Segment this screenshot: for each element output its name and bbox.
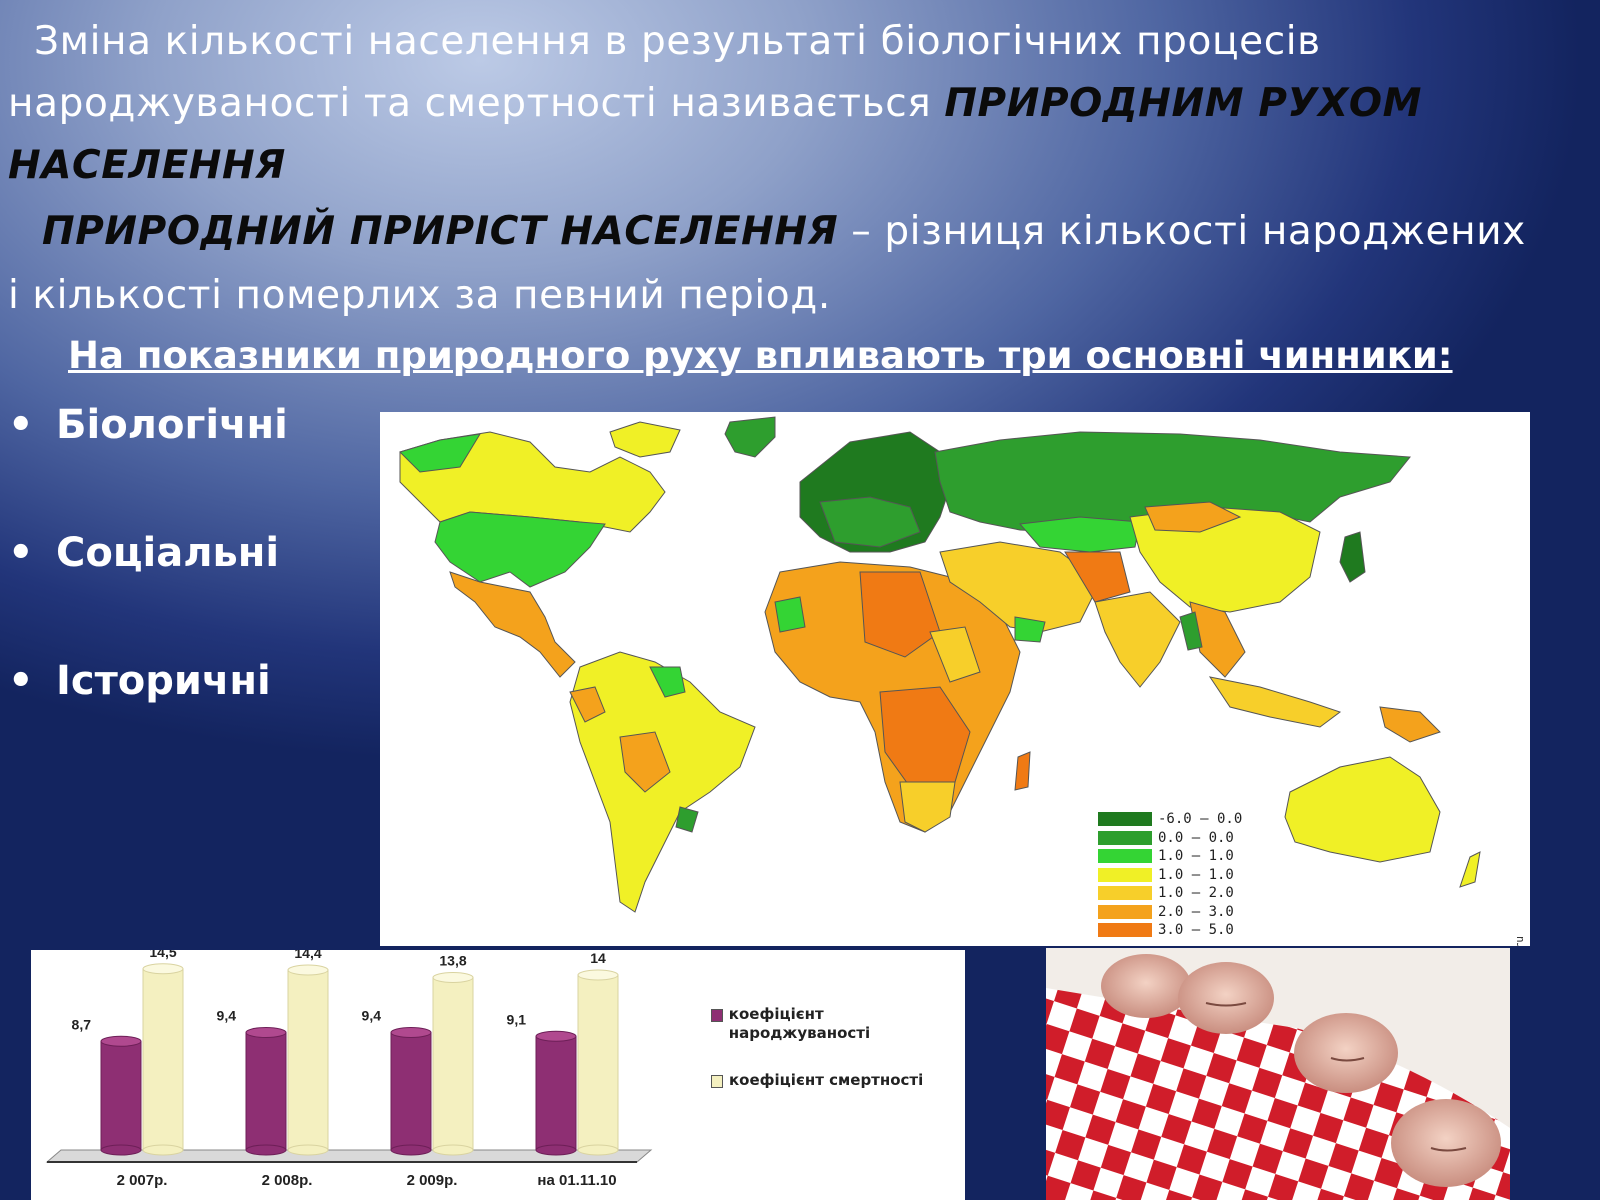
death-rate-bar-top <box>287 964 329 976</box>
death-rate-bar <box>577 974 619 1151</box>
map-legend-label: 1.0 – 2.0 <box>1158 885 1234 902</box>
death-rate-value-label: 13,8 <box>439 953 466 969</box>
death-rate-bar-top <box>142 963 184 975</box>
category-label: 2 007р. <box>117 1172 168 1189</box>
world-map-graphic <box>399 416 1481 913</box>
death-rate-bar <box>142 968 184 1151</box>
map-legend-row: 3.0 – 5.0 <box>1098 921 1242 940</box>
bullet-label: Історичні <box>56 658 271 704</box>
map-legend-label: 2.0 – 3.0 <box>1158 903 1234 920</box>
birth-rate-bar <box>100 1040 142 1151</box>
world-population-growth-map: -6.0 – 0.0 0.0 – 0.0 1.0 – 1.0 1.0 – 1.0 1.0… <box>380 412 1530 946</box>
map-watermark: http://www.sinha.ru <box>1513 936 1526 946</box>
category-label: 2 009р. <box>407 1172 458 1189</box>
map-legend-swatch <box>1098 830 1152 845</box>
term-natural-movement: ПРИРОДНИМ РУХОМ <box>944 81 1422 126</box>
legend-label-birth: коефіцієнт народжуваності <box>728 1005 871 1042</box>
map-legend-label: 1.0 – 1.0 <box>1158 848 1234 865</box>
legend-swatch-birth <box>711 1009 723 1022</box>
legend-label-death: коефіцієнт смертності <box>729 1071 924 1089</box>
bullet-label: Біологічні <box>56 402 288 448</box>
birth-rate-value-label: 9,4 <box>362 1008 382 1024</box>
definition-line-4-plain: – різниця кількості народжених <box>838 209 1526 254</box>
newborn-babies-photo <box>1046 948 1510 1200</box>
map-legend-swatch <box>1098 867 1152 882</box>
factors-heading: На показники природного руху впливають т… <box>68 334 1453 377</box>
birth-rate-bar-base <box>245 1144 287 1156</box>
map-legend-label: 0.0 – 0.0 <box>1158 829 1234 846</box>
birth-rate-bar-base <box>390 1144 432 1156</box>
legend-swatch-death <box>711 1075 723 1088</box>
definition-line-5: і кількості померлих за певний період. <box>8 273 831 318</box>
map-legend-row: 1.0 – 1.0 <box>1098 866 1242 885</box>
birth-rate-bar-base <box>100 1144 142 1156</box>
map-legend-row: 1.0 – 1.0 <box>1098 847 1242 866</box>
map-legend-row: 1.0 – 2.0 <box>1098 884 1242 903</box>
birth-rate-bar-top <box>100 1035 142 1047</box>
legend-item-death: коефіцієнт смертності <box>711 1071 965 1090</box>
death-rate-bar-base <box>577 1144 619 1156</box>
map-legend-swatch <box>1098 904 1152 919</box>
category-label: 2 008р. <box>262 1172 313 1189</box>
bullet-item: • Біологічні <box>8 402 288 448</box>
birth-rate-bar-top <box>390 1027 432 1038</box>
birth-rate-bar-top <box>535 1030 577 1042</box>
birth-rate-value-label: 9,1 <box>507 1011 527 1027</box>
map-legend-label: -6.0 – 0.0 <box>1158 811 1243 828</box>
birth-rate-bar <box>390 1032 432 1151</box>
birth-rate-bar <box>245 1032 287 1151</box>
map-legend-label: 1.0 – 1.0 <box>1158 866 1234 883</box>
bullet-label: Соціальні <box>56 530 280 576</box>
map-legend-row: -6.0 – 0.0 <box>1098 810 1242 829</box>
term-natural-movement-cont: НАСЕЛЕННЯ <box>8 143 286 188</box>
legend-item-birth: коефіцієнт народжуваності <box>711 1005 965 1043</box>
map-legend: -6.0 – 0.0 0.0 – 0.0 1.0 – 1.0 1.0 – 1.0 1.0… <box>1098 810 1242 940</box>
death-rate-value-label: 14,4 <box>294 950 321 961</box>
map-legend-swatch <box>1098 812 1152 827</box>
death-rate-bar <box>432 977 474 1151</box>
definition-line-1: Зміна кількості населення в результаті б… <box>34 19 1321 64</box>
map-legend-label: 3.0 – 5.0 <box>1158 922 1234 939</box>
death-rate-bar-base <box>142 1144 184 1156</box>
death-rate-bar-base <box>432 1144 474 1156</box>
chart-legend: коефіцієнт народжуваності коефіцієнт сме… <box>711 1005 965 1118</box>
birth-rate-bar-base <box>535 1144 577 1156</box>
birth-rate-value-label: 9,4 <box>217 1008 237 1024</box>
babies-photo-graphic <box>1046 948 1510 1200</box>
death-rate-bar-base <box>287 1144 329 1156</box>
definition-line-2: народжуваності та смертності називається… <box>8 80 1422 128</box>
bullet-item: • Соціальні <box>8 530 280 576</box>
birth-rate-bar-top <box>245 1027 287 1038</box>
map-legend-row: 2.0 – 3.0 <box>1098 903 1242 922</box>
category-label: на 01.11.10 <box>537 1172 616 1189</box>
definition-line-2-plain: народжуваності та смертності називається <box>8 81 945 126</box>
map-legend-swatch <box>1098 886 1152 901</box>
term-natural-growth: ПРИРОДНИЙ ПРИРІСТ НАСЕЛЕННЯ <box>42 209 839 254</box>
death-rate-bar <box>287 969 329 1151</box>
map-legend-row: 0.0 – 0.0 <box>1098 829 1242 848</box>
birth-rate-bar <box>535 1035 577 1151</box>
map-legend-swatch <box>1098 923 1152 938</box>
map-legend-swatch <box>1098 849 1152 864</box>
bullet-item: • Історичні <box>8 658 271 704</box>
death-rate-value-label: 14 <box>590 950 606 966</box>
death-rate-bar-top <box>432 972 474 983</box>
definition-line-4: ПРИРОДНИЙ ПРИРІСТ НАСЕЛЕННЯ – різниця кі… <box>42 208 1526 256</box>
death-rate-value-label: 14,5 <box>149 950 176 960</box>
death-rate-bar-top <box>577 969 619 981</box>
birth-death-rate-chart: 8,7 14,5 2 007р. 9,4 14,4 2 008р. 9,4 13,8 2 009… <box>31 950 965 1200</box>
bar-chart-svg: 8,7 14,5 2 007р. 9,4 14,4 2 008р. 9,4 13,8 2 009… <box>45 950 653 1189</box>
birth-rate-value-label: 8,7 <box>72 1016 92 1032</box>
